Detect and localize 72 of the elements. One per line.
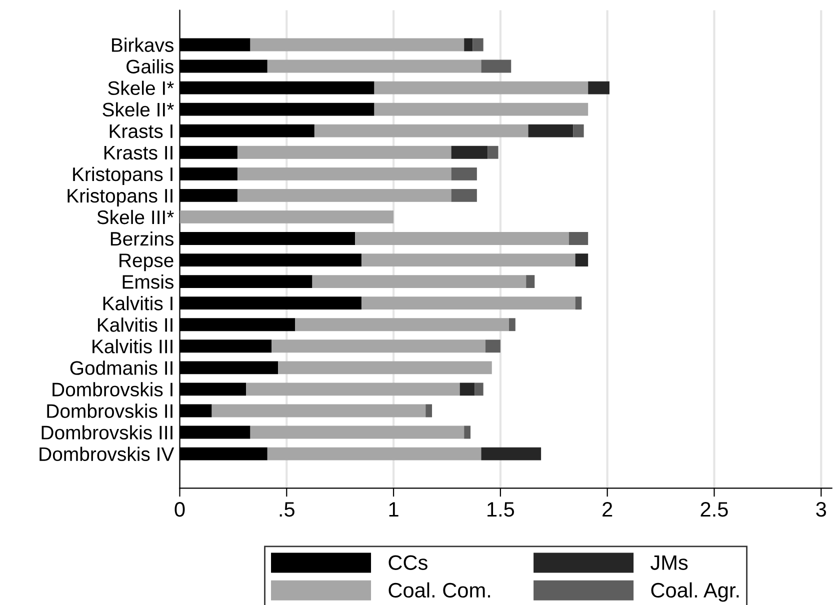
x-tick-label: 2.5 [700,502,728,517]
bar [180,210,394,224]
bar [451,146,488,159]
bar [212,404,426,418]
bar [267,60,482,73]
bar [528,124,574,138]
bar [250,38,464,52]
x-tick-label: 3 [816,502,826,517]
y-tick-label: Kalvitis I [103,296,172,310]
y-tick-label: Skele III* [97,210,174,224]
x-tick-label: 1.5 [488,502,514,517]
bar [237,167,452,180]
y-tick-label: Kalvitis III [92,339,172,354]
bar [460,382,475,396]
x-tick-label: 1 [389,502,398,517]
bar [573,124,584,138]
bar [464,38,473,52]
x-tick-label: 2 [602,502,612,517]
bar [575,254,588,266]
bar [588,81,610,94]
y-tick-label: Dombrovskis IV [40,446,174,462]
bar [451,188,477,202]
bar [237,188,452,202]
bar [575,296,582,310]
bar [314,124,528,138]
y-tick-label: Birkavs [112,38,174,52]
y-tick-label: Dombrovskis II [47,404,172,418]
legend-label: JMs [650,555,688,570]
y-tick-label: Kristopans I [73,166,172,185]
bar [451,167,477,180]
y-tick-label: Dombrovskis I [52,382,172,396]
bar [361,296,576,310]
bar [485,340,500,353]
bar [508,318,516,332]
bar [312,275,526,288]
bar [295,318,509,332]
y-tick-label: Gailis [126,59,174,74]
legend-label: Coal. Agr. [651,582,739,602]
bar [278,361,492,374]
bar [361,254,576,266]
bar [488,146,498,159]
bar [250,426,464,439]
bar [464,426,471,439]
bar [374,81,588,94]
y-tick-label: Kristopans II [68,188,172,207]
y-tick-label: Emsis [122,274,174,289]
bar [426,404,432,418]
bar [526,275,535,288]
bar [481,60,512,73]
y-tick-label: Skele II* [102,102,174,117]
x-tick-label: .5 [280,502,294,517]
y-tick-label: Berzins [110,231,174,246]
y-tick-label: Kalvitis II [98,318,172,332]
bar [237,146,452,159]
bar [355,232,569,245]
bar [472,38,484,52]
bar [272,340,486,353]
y-tick-label: Dombrovskis III [42,425,172,440]
x-tick-label: 0 [174,502,185,517]
bar [481,447,542,460]
y-tick-label: Krasts I [110,124,172,138]
bar [568,232,588,245]
y-tick-label: Godmanis II [70,360,172,375]
y-tick-label: Repse [120,254,174,272]
bar [267,447,482,460]
bar [246,382,460,396]
bar [474,382,484,396]
legend-label: Coal. Com. [388,582,490,598]
y-tick-label: Krasts II [104,146,172,160]
bar [374,102,588,116]
legend-label: CCs [388,555,428,570]
y-tick-label: Skele I* [108,80,174,96]
